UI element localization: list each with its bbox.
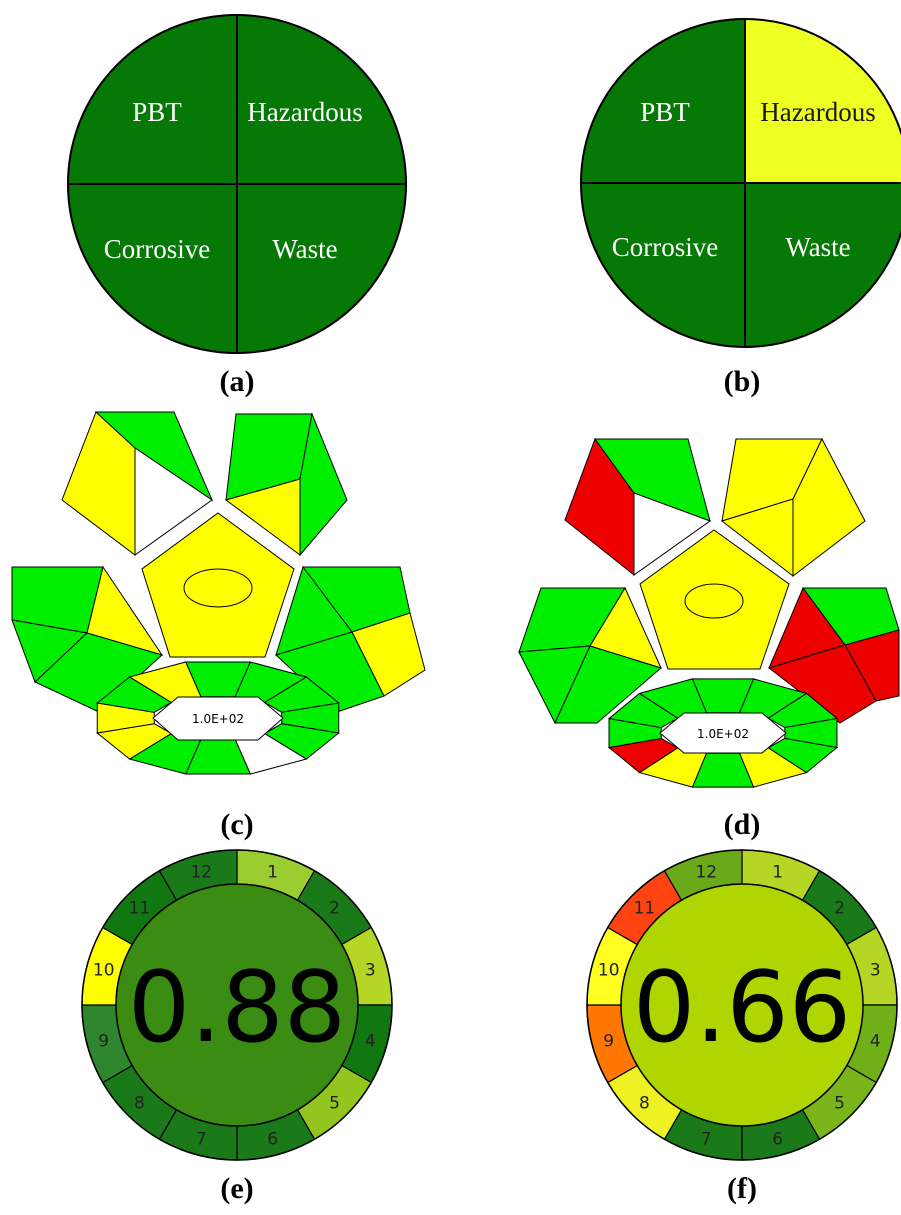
agree-segment-number: 11 bbox=[129, 898, 151, 918]
agree-segment-number: 5 bbox=[329, 1094, 340, 1114]
nemi-quadrant-corrosive bbox=[67, 183, 238, 354]
agree-segment-number: 12 bbox=[695, 863, 717, 883]
agree-segment-number: 10 bbox=[93, 960, 115, 980]
gapi-center-hexagon bbox=[659, 712, 787, 754]
gapi-pictogram-d: 1.0E+02 bbox=[518, 437, 900, 788]
agree-segment-number: 8 bbox=[639, 1094, 650, 1114]
agree-segment-number: 3 bbox=[870, 960, 881, 980]
gapi-tr-seg-2 bbox=[720, 498, 794, 578]
nemi-pictogram-b: PBT Hazardous Corrosive Waste bbox=[580, 18, 901, 348]
agree-score: 0.88 bbox=[128, 951, 346, 1065]
panel-label-c: (c) bbox=[220, 808, 253, 841]
gapi-tl-seg-2 bbox=[134, 447, 213, 556]
agree-segment-number: 7 bbox=[196, 1129, 207, 1149]
agree-center-disc bbox=[115, 883, 359, 1127]
panel-label-f: (f) bbox=[727, 1172, 757, 1205]
gapi-center-pentagon bbox=[141, 512, 295, 658]
gapi-center-value: 1.0E+02 bbox=[192, 712, 244, 726]
agree-outline bbox=[81, 849, 393, 1161]
gapi-center-value: 1.0E+02 bbox=[697, 727, 749, 741]
panel-label-d: (d) bbox=[724, 808, 761, 841]
agree-segment-number: 7 bbox=[701, 1129, 712, 1149]
gapi-pictogram-c: 1.0E+02 bbox=[11, 411, 426, 775]
nemi-label-corrosive: Corrosive bbox=[612, 232, 719, 262]
gapi-ml-seg-3 bbox=[554, 645, 663, 724]
gapi-center-ellipse bbox=[684, 583, 744, 619]
agree-segment-number: 12 bbox=[190, 863, 212, 883]
nemi-pictogram-a: PBT Hazardous Corrosive Waste bbox=[67, 14, 407, 354]
agree-segment-number: 2 bbox=[834, 898, 845, 918]
nemi-label-hazardous: Hazardous bbox=[760, 97, 875, 127]
agree-segment-number: 9 bbox=[98, 1032, 109, 1052]
gapi-center-hexagon bbox=[152, 696, 284, 741]
agree-segment-number: 4 bbox=[365, 1032, 376, 1052]
nemi-label-pbt: PBT bbox=[132, 97, 182, 127]
agree-segment-number: 6 bbox=[772, 1129, 783, 1149]
agree-center-disc bbox=[620, 883, 864, 1127]
agree-outline bbox=[586, 849, 898, 1161]
agree-segment-number: 5 bbox=[834, 1094, 845, 1114]
panel-label-a: (a) bbox=[220, 365, 255, 398]
nemi-quadrant-waste bbox=[236, 183, 407, 354]
nemi-label-hazardous: Hazardous bbox=[247, 97, 362, 127]
gapi-tr-seg-2 bbox=[224, 478, 301, 556]
gapi-center-ellipse bbox=[183, 568, 253, 608]
nemi-quadrant-corrosive bbox=[580, 182, 746, 348]
nemi-label-pbt: PBT bbox=[640, 97, 690, 127]
nemi-label-corrosive: Corrosive bbox=[104, 234, 211, 264]
agree-segment-number: 6 bbox=[267, 1129, 278, 1149]
gapi-tl-seg-2 bbox=[633, 492, 712, 576]
agree-segment-number: 4 bbox=[870, 1032, 881, 1052]
agree-segment-number: 2 bbox=[329, 898, 340, 918]
agree-segment-number: 8 bbox=[134, 1094, 145, 1114]
agree-segment-number: 1 bbox=[772, 863, 783, 883]
gapi-bottom-ring bbox=[607, 678, 839, 788]
agree-segment-number: 1 bbox=[267, 863, 278, 883]
agree-segment-number: 9 bbox=[603, 1032, 614, 1052]
nemi-quadrant-waste bbox=[744, 182, 901, 348]
agree-segment-number: 3 bbox=[365, 960, 376, 980]
panel-label-e: (e) bbox=[220, 1172, 253, 1205]
agree-score: 0.66 bbox=[633, 951, 851, 1065]
nemi-label-waste: Waste bbox=[272, 234, 337, 264]
panel-label-b: (b) bbox=[724, 365, 761, 398]
nemi-label-waste: Waste bbox=[785, 232, 850, 262]
agree-segment-number: 11 bbox=[634, 898, 656, 918]
gapi-center-pentagon bbox=[639, 529, 790, 670]
gapi-bottom-ring bbox=[96, 661, 340, 775]
agree-segment-number: 10 bbox=[598, 960, 620, 980]
